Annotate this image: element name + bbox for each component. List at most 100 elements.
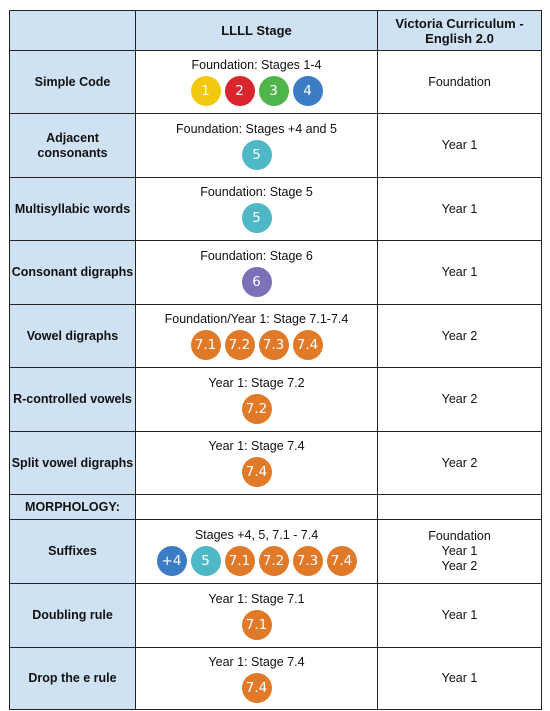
row-label: Simple Code — [9, 50, 136, 114]
curriculum-level: Foundation — [428, 529, 491, 543]
stage-badge: 7.4 — [326, 545, 357, 576]
curriculum-cell: Year 2 — [377, 367, 542, 432]
row-label: Multisyllabic words — [9, 177, 136, 241]
morphology-rows: Suffixes Stages +4, 5, 7.1 - 7.4 +4 5 7.1 7.2… — [9, 519, 542, 710]
stage-badge: 1 — [190, 76, 221, 106]
stage-cell: Foundation: Stages +4 and 5 5 — [135, 113, 378, 178]
curriculum-cell: Year 1 — [377, 647, 542, 710]
stage-cell: Year 1: Stage 7.1 7.1 — [135, 583, 378, 648]
table-row: Multisyllabic words Foundation: Stage 5 5 Y… — [9, 177, 542, 241]
stage-cell: Foundation: Stage 5 5 — [135, 177, 378, 241]
stage-badge: 3 — [258, 76, 289, 106]
stage-caption: Foundation: Stage 5 — [200, 185, 313, 199]
table-row: Vowel digraphs Foundation/Year 1: Stage 7… — [9, 304, 542, 368]
stage-caption: Foundation: Stage 6 — [200, 248, 313, 263]
row-label: Doubling rule — [9, 583, 136, 648]
stage-cell: Foundation: Stages 1-4 1 2 3 4 — [135, 50, 378, 114]
curriculum-cell: Year 1 — [377, 113, 542, 178]
row-label: Split vowel digraphs — [9, 431, 136, 495]
stage-badges: 5 — [136, 203, 377, 233]
row-label: Drop the e rule — [9, 647, 136, 710]
curriculum-cell: Year 2 — [377, 431, 542, 495]
table-row: Suffixes Stages +4, 5, 7.1 - 7.4 +4 5 7.1 7.2… — [9, 519, 542, 584]
stage-badges: 7.1 7.2 7.3 7.4 — [136, 330, 377, 360]
stage-badges: 7.4 — [136, 457, 377, 487]
curriculum-cell: Year 1 — [377, 583, 542, 648]
stage-caption: Foundation: Stages 1-4 — [191, 58, 322, 72]
stage-badge: 6 — [241, 266, 272, 297]
stage-badge: 7.3 — [292, 545, 323, 576]
section-blank-stage — [135, 494, 378, 520]
curriculum-level: Year 2 — [441, 455, 478, 470]
section-blank-curriculum — [377, 494, 542, 520]
stage-badge: 5 — [241, 139, 272, 170]
curriculum-level: Year 1 — [441, 138, 478, 152]
table-row: Split vowel digraphs Year 1: Stage 7.4 7.4… — [9, 431, 542, 495]
curriculum-cell: Year 2 — [377, 304, 542, 368]
stage-badge: 7.4 — [241, 457, 272, 487]
main-rows: Simple Code Foundation: Stages 1-4 1 2 3 4 Fou… — [9, 50, 542, 495]
stage-badge: 7.4 — [241, 672, 272, 703]
stage-badge: 2 — [224, 76, 255, 106]
row-label: Suffixes — [9, 519, 136, 584]
stage-badge: 7.4 — [292, 330, 323, 360]
row-label: R-controlled vowels — [9, 367, 136, 432]
stage-caption: Foundation: Stages +4 and 5 — [176, 121, 337, 136]
table-row: Drop the e rule Year 1: Stage 7.4 7.4 Year … — [9, 647, 542, 710]
stage-caption: Year 1: Stage 7.2 — [208, 375, 305, 390]
curriculum-cell: Foundation Year 1 Year 2 — [377, 519, 542, 584]
table-row: Consonant digraphs Foundation: Stage 6 6 Ye… — [9, 240, 542, 305]
stage-badge: 7.2 — [241, 393, 272, 424]
stage-caption: Foundation/Year 1: Stage 7.1-7.4 — [164, 312, 349, 326]
stage-caption: Stages +4, 5, 7.1 - 7.4 — [194, 527, 319, 542]
stage-badges: 7.4 — [136, 672, 377, 703]
stage-badge: 5 — [190, 545, 221, 576]
stage-badge: 7.1 — [241, 609, 272, 640]
stage-badge: 7.3 — [258, 330, 289, 360]
row-label: Adjacent consonants — [9, 113, 136, 178]
curriculum-level: Year 2 — [441, 328, 478, 343]
curriculum-level: Year 2 — [441, 559, 478, 573]
stage-badge: 4 — [292, 76, 323, 106]
stage-badges: 7.1 — [136, 609, 377, 640]
curriculum-level: Year 1 — [441, 608, 478, 622]
stage-badge: 7.1 — [190, 330, 221, 360]
stage-cell: Foundation: Stage 6 6 — [135, 240, 378, 305]
curriculum-cell: Year 1 — [377, 240, 542, 305]
stage-cell: Foundation/Year 1: Stage 7.1-7.4 7.1 7.2 7.… — [135, 304, 378, 368]
stage-badges: 6 — [136, 266, 377, 297]
curriculum-level: Year 2 — [441, 392, 478, 406]
stage-cell: Stages +4, 5, 7.1 - 7.4 +4 5 7.1 7.2 7.3 7.4 — [135, 519, 378, 584]
stage-badge: 7.2 — [224, 330, 255, 360]
stage-badge: 7.2 — [258, 545, 289, 576]
curriculum-table: LLLL Stage Victoria Curriculum - English… — [9, 10, 542, 710]
table-row: Doubling rule Year 1: Stage 7.1 7.1 Year 1 — [9, 583, 542, 648]
header-blank — [9, 10, 136, 51]
curriculum-level: Year 1 — [441, 544, 478, 558]
curriculum-level: Foundation — [428, 74, 491, 89]
section-row: MORPHOLOGY: — [9, 494, 542, 520]
stage-caption: Year 1: Stage 7.4 — [208, 439, 305, 453]
table-row: Simple Code Foundation: Stages 1-4 1 2 3 4 Fou… — [9, 50, 542, 114]
curriculum-cell: Year 1 — [377, 177, 542, 241]
row-label: Vowel digraphs — [9, 304, 136, 368]
table-row: Adjacent consonants Foundation: Stages +4… — [9, 113, 542, 178]
curriculum-level: Year 1 — [441, 265, 478, 279]
stage-cell: Year 1: Stage 7.4 7.4 — [135, 431, 378, 495]
header-curriculum: Victoria Curriculum - English 2.0 — [377, 10, 542, 51]
curriculum-cell: Foundation — [377, 50, 542, 114]
stage-cell: Year 1: Stage 7.4 7.4 — [135, 647, 378, 710]
stage-caption: Year 1: Stage 7.1 — [208, 591, 305, 606]
table-row: R-controlled vowels Year 1: Stage 7.2 7.2 Y… — [9, 367, 542, 432]
stage-badges: 7.2 — [136, 393, 377, 424]
stage-badges: +4 5 7.1 7.2 7.3 7.4 — [136, 545, 377, 576]
curriculum-level: Year 1 — [441, 201, 478, 216]
stage-cell: Year 1: Stage 7.2 7.2 — [135, 367, 378, 432]
header-llll-stage: LLLL Stage — [135, 10, 378, 51]
stage-badge: +4 — [156, 545, 187, 576]
curriculum-level: Year 1 — [441, 671, 478, 685]
section-label: MORPHOLOGY: — [9, 494, 136, 520]
stage-badge: 5 — [241, 203, 272, 233]
stage-badges: 5 — [136, 139, 377, 170]
